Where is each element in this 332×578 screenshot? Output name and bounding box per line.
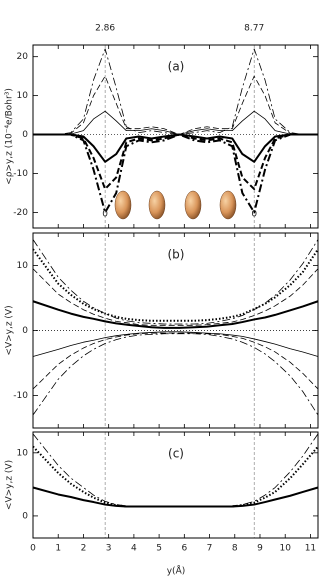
x-tick-label: 6 bbox=[181, 544, 187, 554]
x-axis-title: y(Å) bbox=[167, 565, 186, 577]
series-line bbox=[32, 300, 319, 329]
series-line bbox=[32, 248, 319, 322]
x-tick-label: 4 bbox=[131, 544, 137, 554]
x-tick-label: 10 bbox=[279, 544, 291, 554]
dip-label: 0 bbox=[102, 210, 108, 220]
series-line bbox=[32, 331, 319, 357]
series-line bbox=[33, 133, 318, 214]
y-tick-label: -10 bbox=[13, 169, 28, 179]
series-line bbox=[32, 332, 319, 390]
plot-frame bbox=[32, 431, 319, 539]
x-tick-label: 3 bbox=[106, 544, 112, 554]
series-line bbox=[32, 268, 319, 326]
y-tick-label: -20 bbox=[13, 208, 28, 218]
y-axis-title: <V>y,z (V) bbox=[5, 305, 15, 355]
x-tick-label: 9 bbox=[257, 544, 263, 554]
series-line bbox=[32, 433, 319, 507]
x-tick-label: 1 bbox=[55, 544, 61, 554]
y-tick-label: -10 bbox=[13, 391, 28, 401]
plot-frame bbox=[32, 232, 319, 429]
panel-label: (b) bbox=[168, 248, 185, 262]
x-tick-label: 8 bbox=[232, 544, 238, 554]
y-tick-label: 10 bbox=[17, 448, 29, 458]
x-tick-label: 0 bbox=[30, 544, 36, 554]
y-tick-label: 0 bbox=[22, 326, 28, 336]
x-tick-label: 5 bbox=[156, 544, 162, 554]
x-tick-label: 11 bbox=[305, 544, 316, 554]
series-line bbox=[32, 333, 319, 416]
x-tick-label: 7 bbox=[207, 544, 213, 554]
x-tick-label: 2 bbox=[81, 544, 87, 554]
reference-label: 8.77 bbox=[244, 24, 264, 34]
y-axis-title: <V>y,z (V) bbox=[5, 460, 15, 510]
molecule-atom bbox=[219, 190, 237, 220]
molecule-atom bbox=[114, 190, 132, 220]
series-line bbox=[33, 133, 318, 191]
molecule-atom bbox=[148, 190, 166, 220]
series-line bbox=[33, 48, 318, 135]
dip-label: 0 bbox=[251, 210, 257, 220]
y-tick-label: 0 bbox=[22, 511, 28, 521]
reference-label: 2.86 bbox=[95, 24, 115, 34]
y-tick-label: 10 bbox=[17, 91, 29, 101]
panel-label: (a) bbox=[168, 60, 185, 74]
panel-label: (c) bbox=[168, 447, 184, 461]
y-tick-label: 20 bbox=[17, 52, 29, 62]
y-tick-label: 0 bbox=[22, 130, 28, 140]
plot-frame bbox=[32, 44, 319, 229]
series-line bbox=[32, 486, 319, 508]
molecule-atom bbox=[184, 190, 202, 220]
y-tick-label: 10 bbox=[17, 261, 29, 271]
y-axis-title: <ρ>y,z (10⁻⁴e/Bohr³) bbox=[5, 88, 15, 185]
